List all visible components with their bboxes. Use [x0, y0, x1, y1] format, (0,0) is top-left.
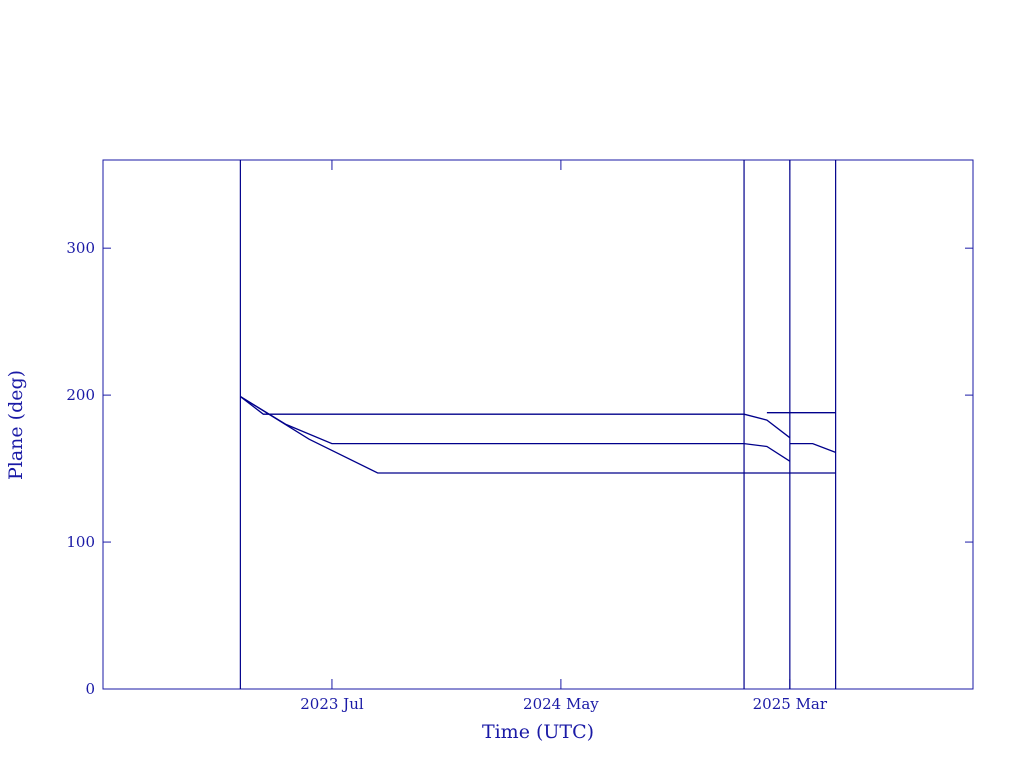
series-line	[789, 442, 836, 454]
x-tick-label: 2025 Mar	[753, 695, 828, 713]
x-axis-title: Time (UTC)	[482, 721, 594, 743]
series-line	[240, 396, 791, 462]
y-axis-title: Plane (deg)	[5, 370, 27, 480]
y-tick-label: 0	[85, 680, 95, 698]
y-tick-label: 300	[66, 239, 95, 257]
series-line	[240, 396, 791, 439]
x-tick-label: 2024 May	[523, 695, 599, 713]
y-tick-label: 100	[66, 533, 95, 551]
y-tick-label: 200	[66, 386, 95, 404]
series-line	[240, 396, 836, 474]
x-tick-label: 2023 Jul	[300, 695, 364, 713]
plot-frame	[102, 159, 974, 690]
